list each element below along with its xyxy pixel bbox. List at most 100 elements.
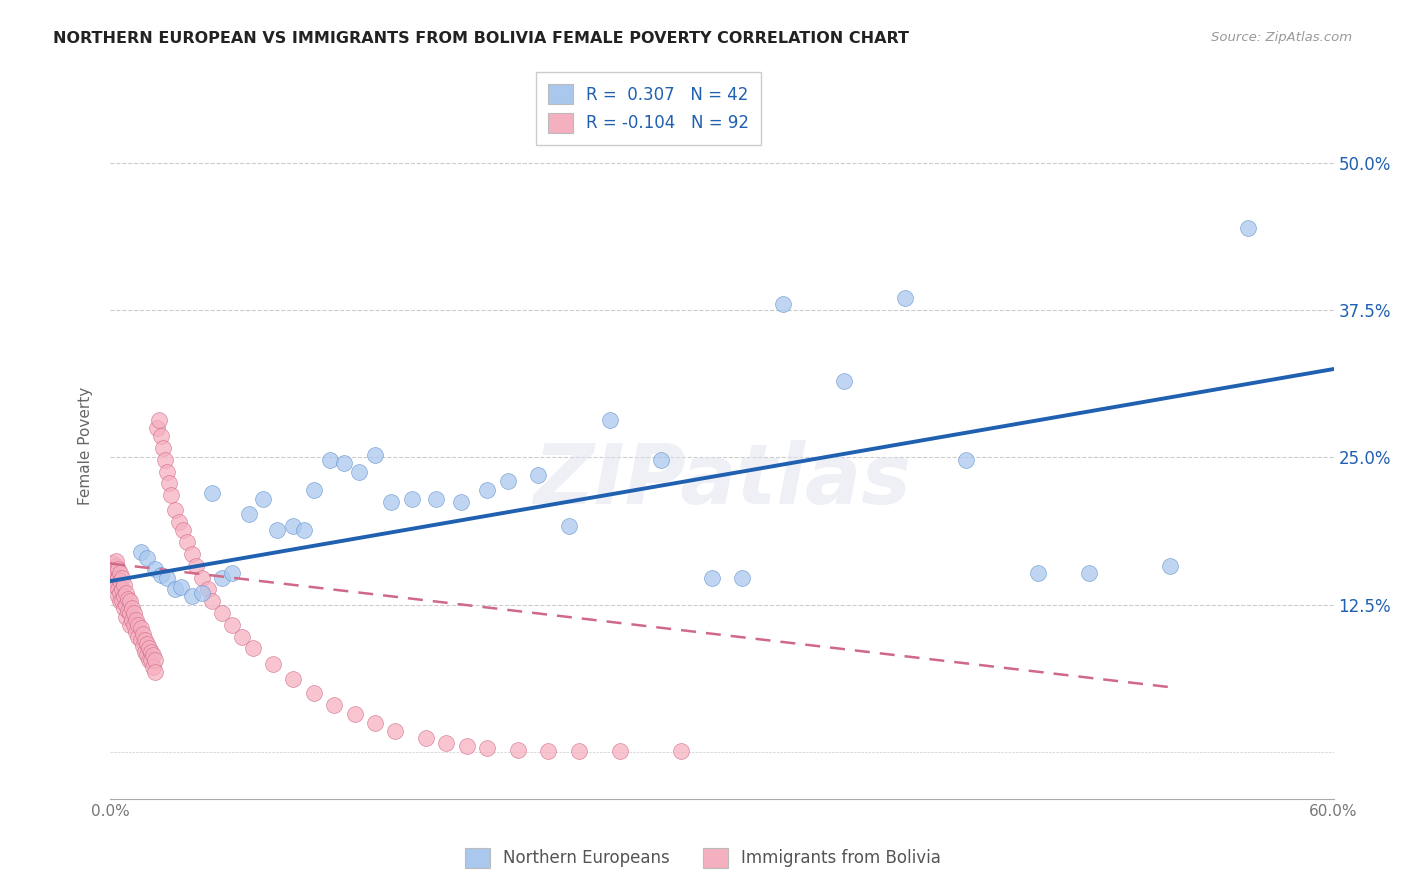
Point [380,495,402,509]
Point [129,544,152,558]
Point [107,562,129,576]
Point [242,641,264,656]
Point [103,574,125,589]
Point [112,601,135,615]
Point [323,698,346,712]
Point [211,606,233,620]
Point [190,571,212,585]
Point [456,739,478,753]
Point [537,744,560,758]
Point [700,571,723,585]
Point [262,657,284,671]
Point [152,441,174,455]
Point [169,515,191,529]
Point [149,429,172,443]
Point [129,621,152,635]
Point [103,571,125,585]
Point [384,723,406,738]
Point [108,566,131,580]
Point [105,554,128,568]
Point [252,491,274,506]
Point [201,594,224,608]
Point [112,577,135,591]
Point [101,562,124,576]
Point [112,590,135,604]
Point [165,582,187,597]
Point [343,707,366,722]
Point [131,627,153,641]
Text: ZIPatlas: ZIPatlas [533,441,911,522]
Text: NORTHERN EUROPEAN VS IMMIGRANTS FROM BOLIVIA FEMALE POVERTY CORRELATION CHART: NORTHERN EUROPEAN VS IMMIGRANTS FROM BOL… [53,31,910,46]
Point [131,639,153,653]
Point [124,617,146,632]
Point [115,586,138,600]
Point [127,617,149,632]
Point [125,624,148,639]
Point [103,566,125,580]
Point [283,518,305,533]
Point [108,594,131,608]
Point [1077,566,1099,580]
Point [172,524,194,538]
Point [115,598,138,612]
Point [111,571,134,585]
Point [496,474,519,488]
Point [669,744,692,758]
Point [111,594,134,608]
Point [121,613,143,627]
Point [347,465,370,479]
Point [111,582,134,597]
Point [201,485,224,500]
Point [477,741,499,756]
Point [121,601,143,615]
Point [568,744,591,758]
Point [292,524,315,538]
Point [180,590,202,604]
Point [772,297,794,311]
Point [146,421,169,435]
Point [364,715,387,730]
Point [138,641,160,656]
Point [135,637,157,651]
Point [894,291,917,305]
Point [650,452,672,467]
Point [143,665,166,679]
Y-axis label: Female Poverty: Female Poverty [79,386,93,505]
Point [138,653,160,667]
Point [142,660,165,674]
Point [127,630,149,644]
Point [425,491,447,506]
Point [333,456,356,470]
Point [176,535,198,549]
Point [170,580,193,594]
Point [107,571,129,585]
Point [135,648,157,663]
Point [319,452,342,467]
Point [101,557,124,571]
Point [450,495,472,509]
Point [120,594,142,608]
Point [124,606,146,620]
Point [156,465,179,479]
Point [477,483,499,498]
Point [221,617,243,632]
Point [436,736,458,750]
Point [731,571,754,585]
Point [117,591,139,606]
Point [156,571,179,585]
Point [134,633,156,648]
Point [302,483,325,498]
Point [143,562,166,576]
Point [107,582,129,597]
Point [149,568,172,582]
Point [139,653,162,667]
Point [165,503,187,517]
Point [129,633,152,648]
Point [266,524,288,538]
Point [184,558,207,573]
Point [180,547,202,561]
Point [609,744,631,758]
Point [190,586,212,600]
Point [302,686,325,700]
Point [955,452,977,467]
